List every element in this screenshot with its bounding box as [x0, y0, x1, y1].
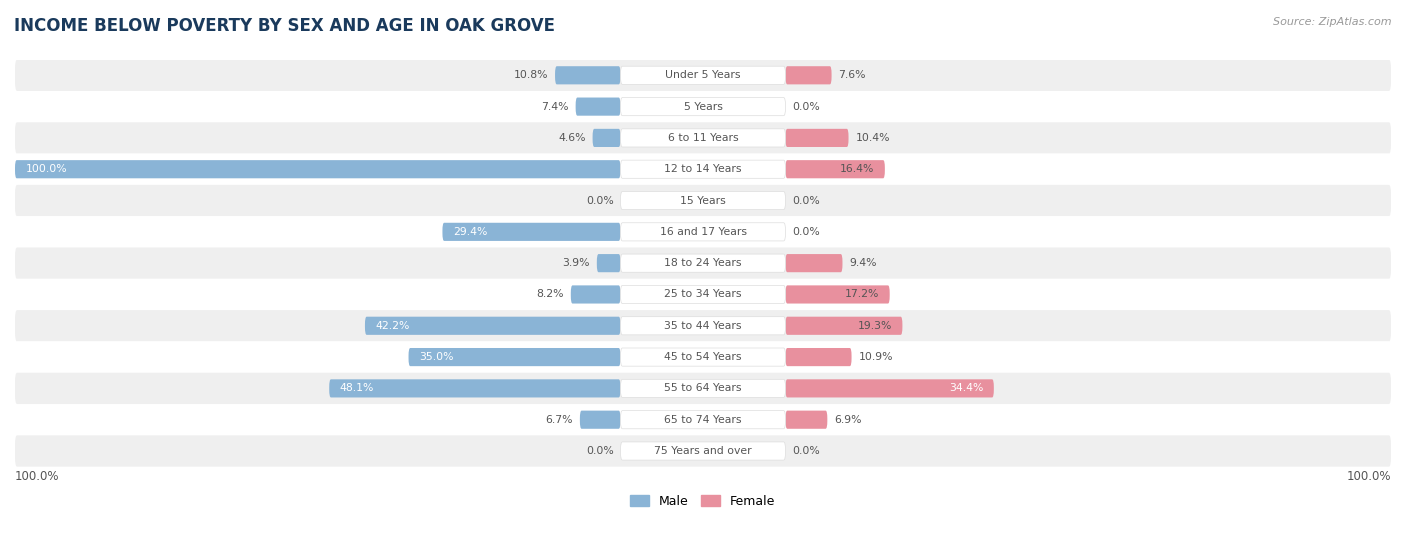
Text: 17.2%: 17.2% — [845, 290, 879, 300]
Text: 7.6%: 7.6% — [838, 70, 866, 80]
Text: 0.0%: 0.0% — [793, 195, 820, 205]
Text: 3.9%: 3.9% — [562, 258, 591, 268]
FancyBboxPatch shape — [786, 254, 842, 272]
Text: 34.4%: 34.4% — [949, 383, 984, 393]
FancyBboxPatch shape — [786, 411, 827, 429]
FancyBboxPatch shape — [620, 160, 786, 179]
FancyBboxPatch shape — [409, 348, 620, 366]
Text: 25 to 34 Years: 25 to 34 Years — [664, 290, 742, 300]
FancyBboxPatch shape — [15, 60, 1391, 91]
Text: 100.0%: 100.0% — [15, 470, 59, 483]
FancyBboxPatch shape — [15, 279, 1391, 310]
Text: 5 Years: 5 Years — [683, 102, 723, 112]
FancyBboxPatch shape — [592, 129, 620, 147]
FancyBboxPatch shape — [329, 379, 620, 397]
FancyBboxPatch shape — [620, 223, 786, 241]
FancyBboxPatch shape — [575, 98, 620, 116]
Text: INCOME BELOW POVERTY BY SEX AND AGE IN OAK GROVE: INCOME BELOW POVERTY BY SEX AND AGE IN O… — [14, 17, 555, 35]
FancyBboxPatch shape — [15, 341, 1391, 373]
FancyBboxPatch shape — [366, 317, 620, 335]
FancyBboxPatch shape — [786, 66, 831, 84]
Text: 10.8%: 10.8% — [513, 70, 548, 80]
FancyBboxPatch shape — [786, 129, 849, 147]
FancyBboxPatch shape — [786, 160, 884, 179]
FancyBboxPatch shape — [620, 66, 786, 84]
Text: 100.0%: 100.0% — [25, 164, 67, 174]
FancyBboxPatch shape — [15, 248, 1391, 279]
Text: 4.6%: 4.6% — [558, 133, 586, 143]
FancyBboxPatch shape — [15, 153, 1391, 185]
FancyBboxPatch shape — [579, 411, 620, 429]
Text: 8.2%: 8.2% — [537, 290, 564, 300]
FancyBboxPatch shape — [15, 185, 1391, 216]
Text: 6.9%: 6.9% — [834, 415, 862, 425]
Text: 12 to 14 Years: 12 to 14 Years — [664, 164, 742, 174]
Text: 7.4%: 7.4% — [541, 102, 569, 112]
Text: 0.0%: 0.0% — [793, 227, 820, 237]
FancyBboxPatch shape — [15, 404, 1391, 435]
FancyBboxPatch shape — [786, 379, 994, 397]
Text: 16 and 17 Years: 16 and 17 Years — [659, 227, 747, 237]
Text: 0.0%: 0.0% — [793, 446, 820, 456]
Text: 35 to 44 Years: 35 to 44 Years — [664, 321, 742, 331]
FancyBboxPatch shape — [571, 285, 620, 304]
FancyBboxPatch shape — [443, 223, 620, 241]
Text: 29.4%: 29.4% — [453, 227, 486, 237]
FancyBboxPatch shape — [786, 348, 852, 366]
FancyBboxPatch shape — [15, 310, 1391, 341]
Text: 45 to 54 Years: 45 to 54 Years — [664, 352, 742, 362]
Text: 48.1%: 48.1% — [339, 383, 374, 393]
FancyBboxPatch shape — [620, 442, 786, 460]
FancyBboxPatch shape — [620, 411, 786, 429]
Text: 100.0%: 100.0% — [1347, 470, 1391, 483]
FancyBboxPatch shape — [15, 216, 1391, 248]
FancyBboxPatch shape — [786, 317, 903, 335]
Text: 65 to 74 Years: 65 to 74 Years — [664, 415, 742, 425]
Text: 19.3%: 19.3% — [858, 321, 891, 331]
FancyBboxPatch shape — [620, 98, 786, 116]
FancyBboxPatch shape — [620, 129, 786, 147]
FancyBboxPatch shape — [786, 285, 890, 304]
Text: 6 to 11 Years: 6 to 11 Years — [668, 133, 738, 143]
FancyBboxPatch shape — [15, 435, 1391, 466]
FancyBboxPatch shape — [15, 122, 1391, 153]
Text: 18 to 24 Years: 18 to 24 Years — [664, 258, 742, 268]
Text: 9.4%: 9.4% — [849, 258, 877, 268]
Text: 0.0%: 0.0% — [793, 102, 820, 112]
Text: 75 Years and over: 75 Years and over — [654, 446, 752, 456]
FancyBboxPatch shape — [15, 91, 1391, 122]
Text: 6.7%: 6.7% — [546, 415, 574, 425]
Text: 10.9%: 10.9% — [859, 352, 893, 362]
FancyBboxPatch shape — [555, 66, 620, 84]
Text: 0.0%: 0.0% — [586, 195, 613, 205]
FancyBboxPatch shape — [620, 254, 786, 272]
FancyBboxPatch shape — [620, 348, 786, 366]
Text: 15 Years: 15 Years — [681, 195, 725, 205]
Text: 0.0%: 0.0% — [586, 446, 613, 456]
Text: 16.4%: 16.4% — [841, 164, 875, 174]
Text: 55 to 64 Years: 55 to 64 Years — [664, 383, 742, 393]
Text: Under 5 Years: Under 5 Years — [665, 70, 741, 80]
Text: 35.0%: 35.0% — [419, 352, 453, 362]
Text: Source: ZipAtlas.com: Source: ZipAtlas.com — [1274, 17, 1392, 27]
FancyBboxPatch shape — [620, 379, 786, 397]
Text: 10.4%: 10.4% — [855, 133, 890, 143]
Text: 42.2%: 42.2% — [375, 321, 409, 331]
Legend: Male, Female: Male, Female — [626, 490, 780, 513]
FancyBboxPatch shape — [15, 160, 620, 179]
FancyBboxPatch shape — [15, 373, 1391, 404]
FancyBboxPatch shape — [596, 254, 620, 272]
FancyBboxPatch shape — [620, 317, 786, 335]
FancyBboxPatch shape — [620, 285, 786, 304]
FancyBboxPatch shape — [620, 191, 786, 210]
